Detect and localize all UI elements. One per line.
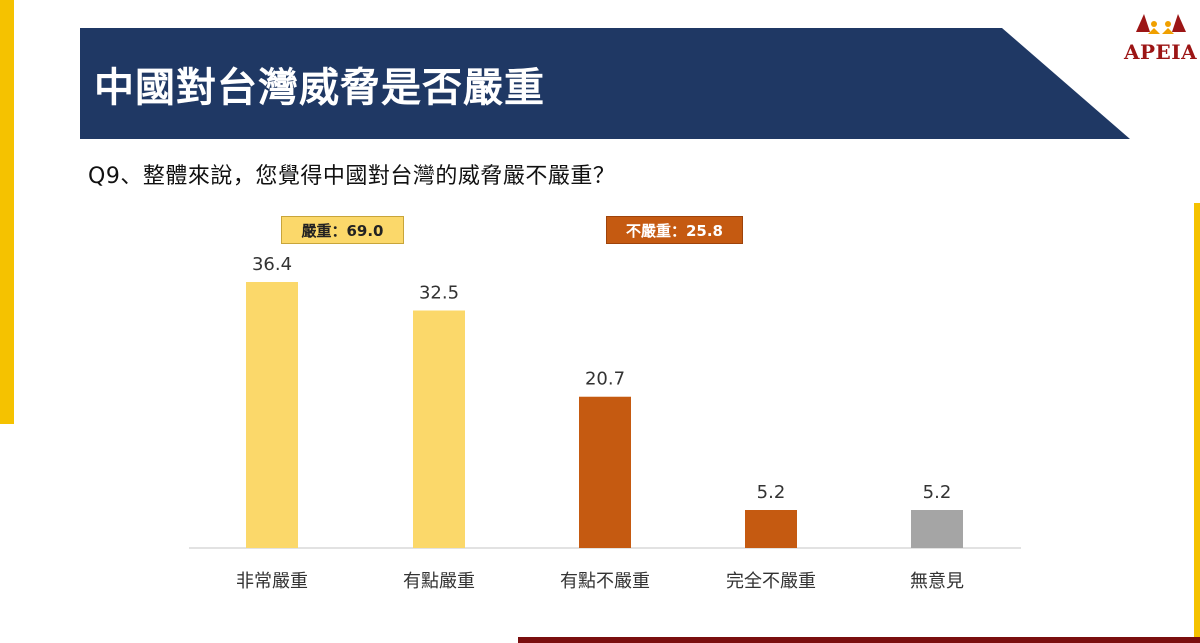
- bars-group: 36.4 非常嚴重 32.5 有點嚴重 20.7 有點不嚴重 5.2 完全不嚴重 5.2 無意見: [236, 254, 964, 592]
- bar-value-label-4: 5.2: [757, 482, 786, 503]
- left-accent-bar: [0, 0, 14, 424]
- question-text: Q9、整體來說，您覺得中國對台灣的威脅嚴不嚴重？: [88, 164, 616, 189]
- logo-text: APEIA: [1124, 40, 1198, 64]
- bar-value-label-1: 36.4: [252, 254, 292, 275]
- category-label-1: 非常嚴重: [236, 571, 308, 592]
- title-banner: 中國對台灣威脅是否嚴重: [80, 28, 1130, 139]
- bar-2: [413, 310, 465, 548]
- bar-1: [246, 282, 298, 548]
- category-label-2: 有點嚴重: [403, 571, 475, 592]
- category-label-4: 完全不嚴重: [726, 571, 816, 592]
- not-serious-total-badge: 不嚴重：25.8: [606, 216, 743, 244]
- bar-value-label-2: 32.5: [419, 283, 459, 304]
- bar-3: [579, 396, 631, 548]
- bottom-accent-bar: [518, 637, 1200, 643]
- slide-title: 中國對台灣威脅是否嚴重: [94, 65, 545, 111]
- apeia-logo: APEIA: [1118, 6, 1200, 66]
- category-label-5: 無意見: [910, 571, 964, 592]
- category-label-3: 有點不嚴重: [560, 571, 650, 592]
- title-banner-shape: [80, 28, 1130, 139]
- right-accent-bar: [1194, 203, 1200, 643]
- bar-4: [745, 510, 797, 548]
- serious-total-badge: 嚴重：69.0: [281, 216, 404, 244]
- bar-value-label-5: 5.2: [923, 482, 952, 503]
- logo-figures-icon: [1136, 14, 1186, 34]
- bar-5: [911, 510, 963, 548]
- bar-value-label-3: 20.7: [585, 369, 625, 390]
